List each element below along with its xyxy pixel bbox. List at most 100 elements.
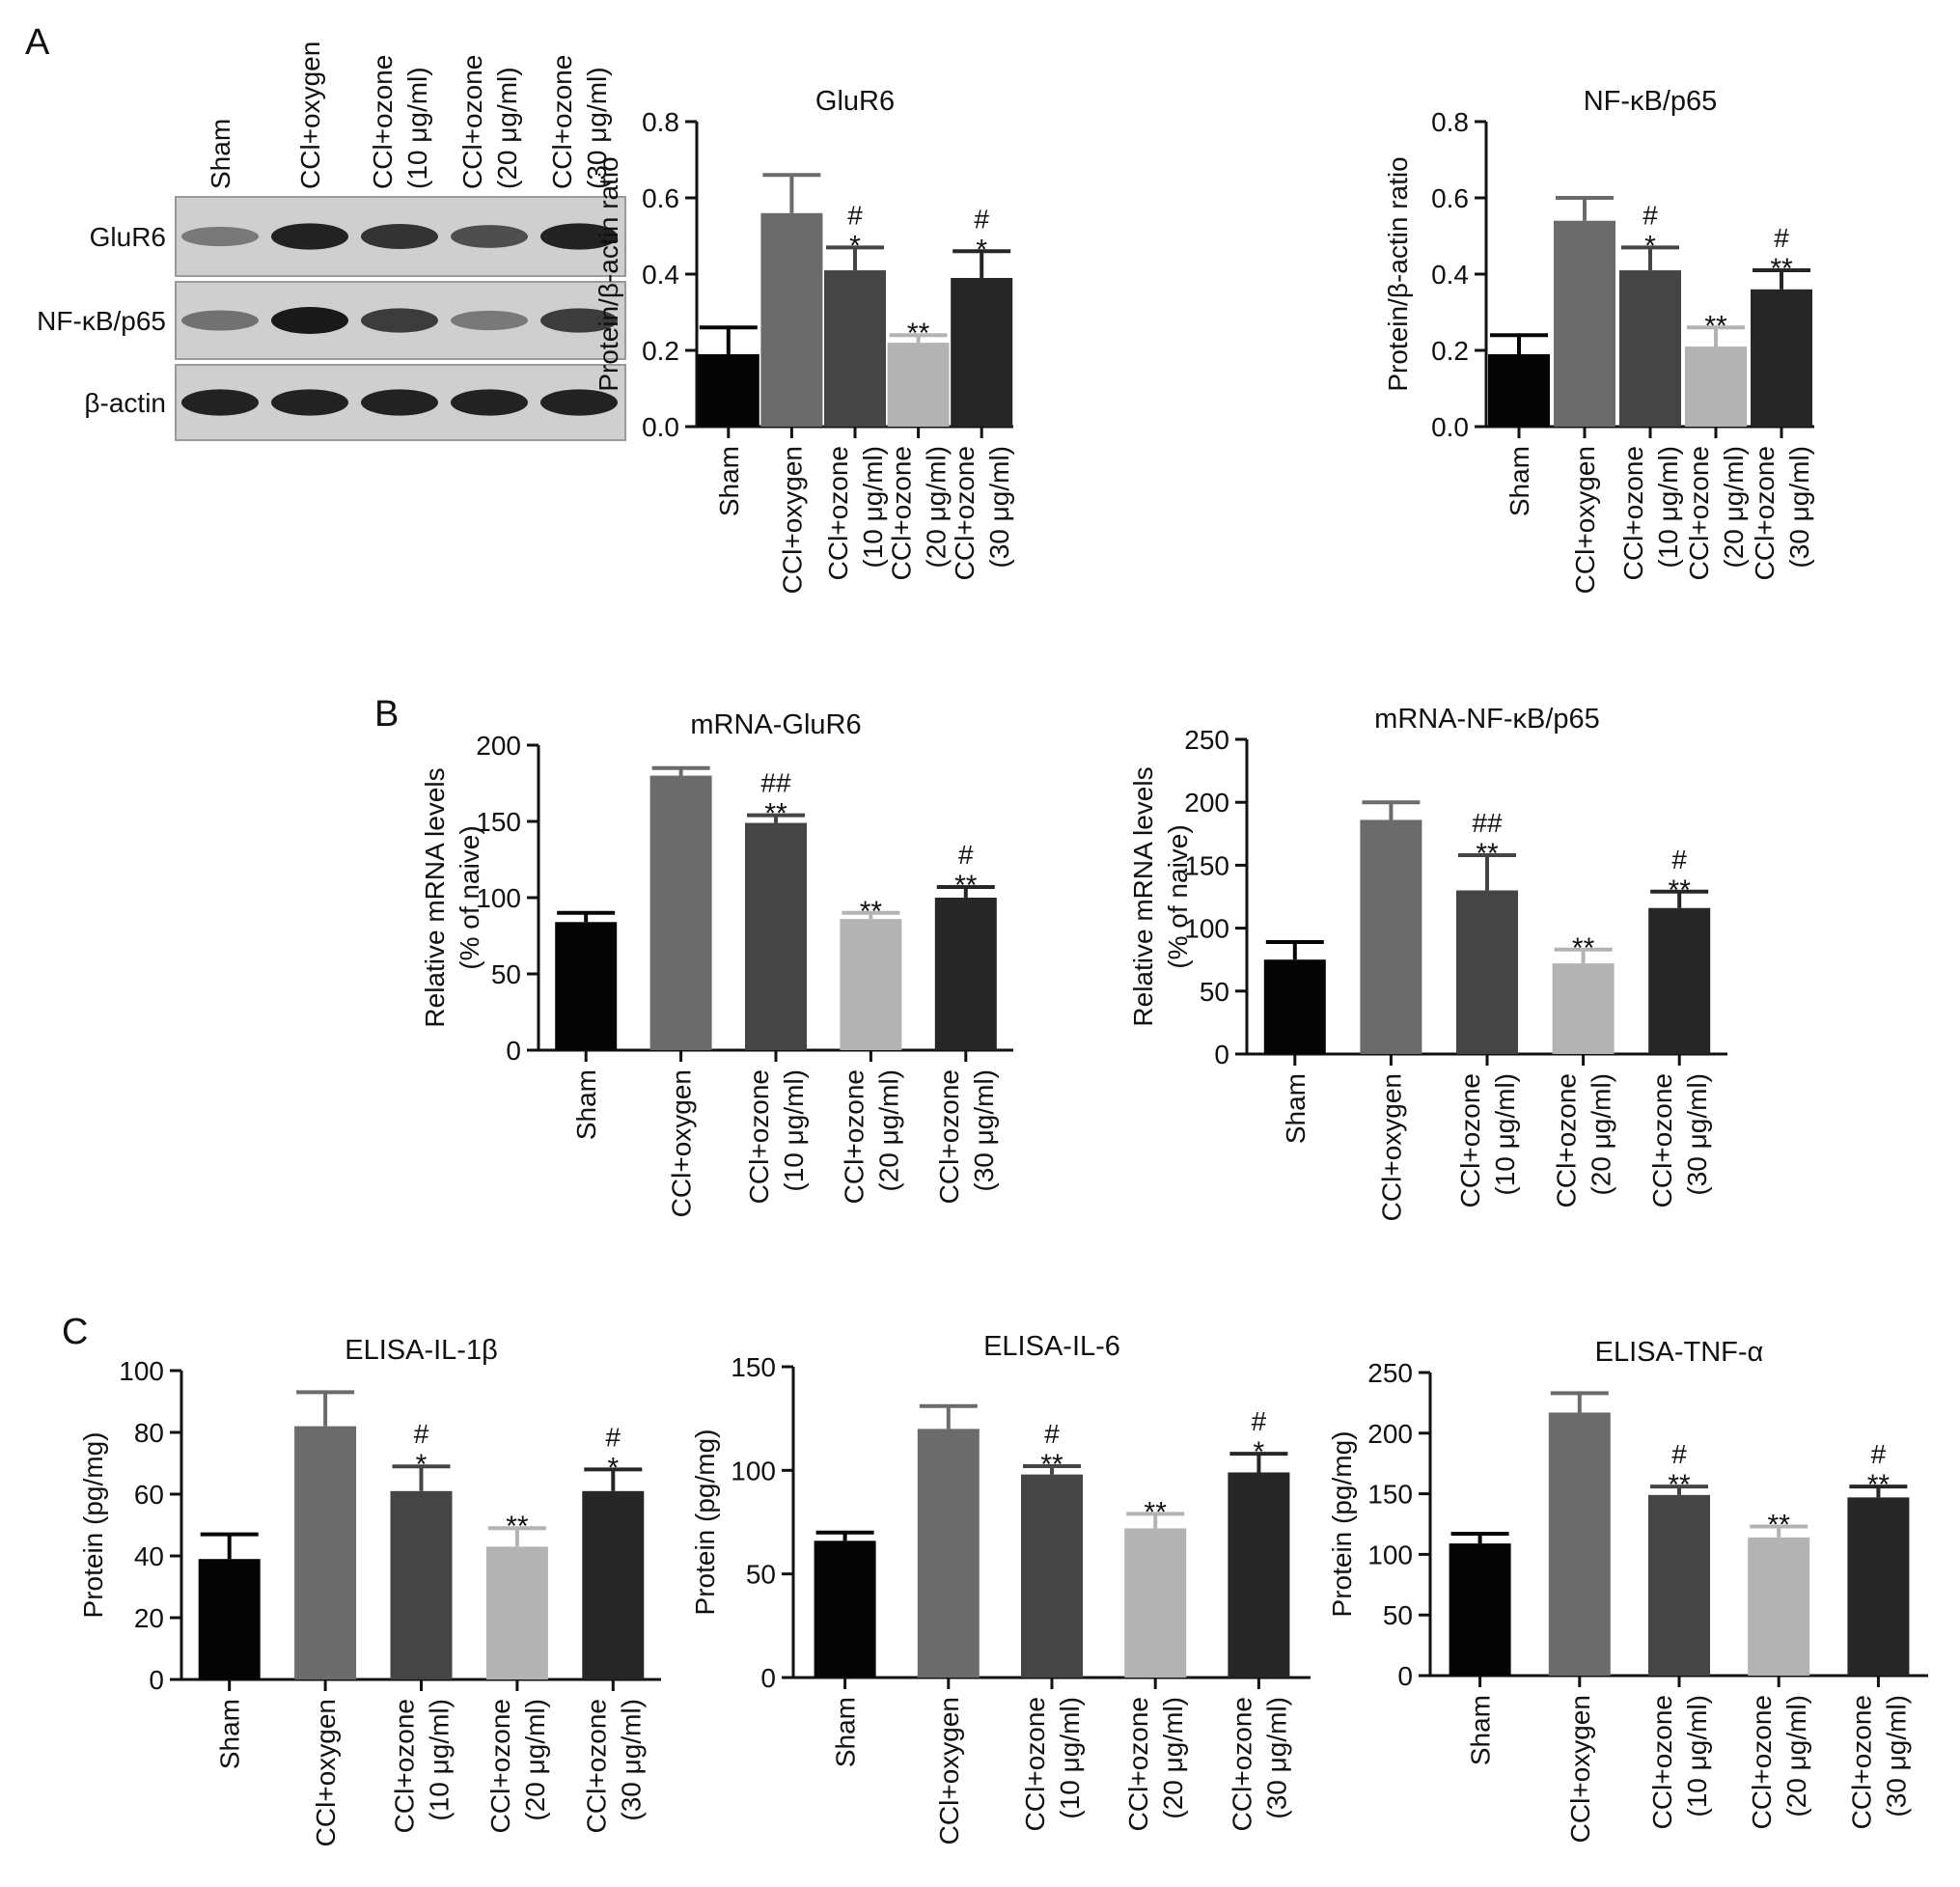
significance-mark: #	[1643, 200, 1658, 230]
y-tick-label: 0.0	[1431, 412, 1469, 442]
y-axis-label: Protein (pg/mg)	[78, 1432, 108, 1619]
significance-mark: #	[414, 1419, 429, 1449]
y-tick-label: 40	[134, 1541, 164, 1571]
significance-mark: **	[1704, 310, 1727, 342]
chart-mrna-nfkb-p65: mRNA-NF-κB/p65 0 50 100 150 200 250 Relative mR…	[1128, 704, 1727, 1221]
y-axis-label: Protein/β-actin ratio	[594, 156, 623, 391]
bar-ccl-ozone-30-g-ml	[582, 1490, 645, 1679]
significance-mark: **	[764, 798, 787, 830]
blot-band	[181, 226, 259, 247]
y-tick-label: 150	[476, 807, 521, 837]
bar-sham	[697, 353, 759, 427]
y-tick-label: 150	[1184, 850, 1229, 880]
blot-band	[451, 225, 528, 248]
bar-sham	[1488, 353, 1550, 427]
significance-mark: #	[974, 204, 989, 234]
y-axis-label: Protein (pg/mg)	[690, 1429, 720, 1616]
y-tick-label: 100	[1367, 1540, 1413, 1569]
x-tick-label: CCl+oxygen	[934, 1697, 964, 1845]
y-tick-label: 100	[731, 1456, 776, 1485]
bar-sham	[198, 1559, 261, 1679]
western-blot: Sham CCl+oxygen CCl+ozone (10 μg/ml) CCl+ozo…	[37, 42, 626, 441]
significance-mark: **	[1669, 874, 1692, 906]
x-tick-label: CCl+oxygen	[1570, 446, 1600, 594]
x-tick-label: CCl+ozone (10 μg/ml)	[390, 1699, 455, 1833]
bar-ccl-oxygen	[1360, 819, 1422, 1054]
y-tick-label: 0	[760, 1663, 776, 1693]
blot-row-label: GluR6	[90, 222, 166, 252]
x-tick-label: Sham	[1505, 446, 1534, 516]
x-tick-label: CCl+ozone (20 μg/ml)	[887, 446, 952, 580]
significance-mark: **	[1145, 1496, 1168, 1528]
y-tick-label: 250	[1184, 725, 1229, 755]
x-tick-label: CCl+oxygen	[777, 446, 807, 594]
y-tick-label: 100	[476, 883, 521, 913]
x-tick-label: CCl+ozone (30 μg/ml)	[934, 1069, 999, 1204]
bar-ccl-ozone-20-g-ml	[485, 1546, 548, 1679]
bar-ccl-ozone-20-g-ml	[887, 343, 950, 427]
bar-ccl-ozone-20-g-ml	[1748, 1537, 1810, 1676]
y-tick-label: 60	[134, 1480, 164, 1510]
blot-band	[361, 224, 438, 249]
significance-mark: **	[860, 896, 883, 928]
y-axis-label: Relative mRNA levels (% of naive)	[420, 767, 484, 1027]
y-tick-label: 50	[491, 959, 521, 989]
bar-sham	[1263, 959, 1326, 1054]
blot-band	[271, 389, 348, 416]
significance-mark: **	[1770, 253, 1793, 285]
chart-title: NF-κB/p65	[1584, 86, 1718, 117]
y-tick-label: 50	[1200, 977, 1229, 1007]
x-tick-label: CCl+oxygen	[1565, 1695, 1595, 1843]
significance-mark: **	[1768, 1510, 1791, 1541]
chart-title: ELISA-IL-6	[983, 1331, 1120, 1362]
significance-mark: **	[1476, 838, 1499, 870]
significance-mark: #	[606, 1422, 621, 1452]
y-tick-label: 150	[731, 1352, 776, 1382]
y-tick-label: 0	[506, 1036, 521, 1066]
blot-lane-label: CCl+oxygen	[295, 42, 325, 189]
chart-title: mRNA-GluR6	[690, 709, 861, 740]
y-tick-label: 100	[119, 1356, 164, 1386]
panel-letter-c: C	[62, 1312, 88, 1352]
bar-ccl-ozone-30-g-ml	[934, 898, 997, 1050]
bar-ccl-ozone-30-g-ml	[951, 277, 1013, 427]
significance-mark: *	[1644, 230, 1656, 262]
bar-ccl-ozone-10-g-ml	[745, 822, 807, 1050]
y-tick-label: 200	[476, 731, 521, 761]
bar-ccl-oxygen	[1548, 1412, 1611, 1676]
bar-sham	[814, 1540, 876, 1678]
bar-ccl-ozone-10-g-ml	[1648, 1494, 1710, 1676]
y-tick-label: 100	[1184, 914, 1229, 944]
x-tick-label: CCl+ozone (20 μg/ml)	[1747, 1695, 1811, 1829]
bar-ccl-ozone-20-g-ml	[1685, 347, 1747, 427]
y-tick-label: 0.4	[1431, 260, 1469, 290]
significance-mark: **	[1668, 1469, 1691, 1501]
y-tick-label: 50	[1383, 1600, 1413, 1630]
y-tick-label: 50	[746, 1560, 776, 1590]
bar-ccl-oxygen	[917, 1429, 980, 1678]
chart-elisa-il-6: ELISA-IL-6 0 50 100 150 Protein (pg/mg) Sham CC…	[690, 1331, 1311, 1845]
chart-elisa-tnf-a: ELISA-TNF-α 0 50 100 150 200 250 Protein (pg/mg…	[1327, 1337, 1928, 1843]
bar-ccl-oxygen	[760, 212, 823, 427]
chart-title: ELISA-IL-1β	[345, 1335, 498, 1366]
significance-mark: **	[954, 870, 978, 902]
significance-mark: ##	[1472, 808, 1503, 838]
y-tick-label: 80	[134, 1418, 164, 1448]
y-axis-label: Relative mRNA levels (% of naive)	[1128, 766, 1193, 1026]
significance-mark: #	[958, 840, 974, 870]
blot-band	[540, 308, 618, 333]
bar-ccl-ozone-20-g-ml	[840, 919, 902, 1050]
significance-mark: *	[1254, 1436, 1265, 1468]
y-tick-label: 0.6	[642, 183, 679, 213]
significance-mark: #	[1871, 1439, 1887, 1469]
y-tick-label: 200	[1367, 1419, 1413, 1449]
y-tick-label: 150	[1367, 1480, 1413, 1510]
significance-mark: #	[1044, 1419, 1060, 1449]
blot-row-label: NF-κB/p65	[37, 306, 166, 336]
x-tick-label: CCl+ozone (10 μg/ml)	[1618, 446, 1683, 580]
bar-ccl-ozone-30-g-ml	[1847, 1497, 1910, 1676]
y-tick-label: 0.8	[1431, 107, 1469, 137]
y-axis-label: Protein/β-actin ratio	[1383, 156, 1413, 391]
chart-title: mRNA-NF-κB/p65	[1374, 704, 1600, 735]
